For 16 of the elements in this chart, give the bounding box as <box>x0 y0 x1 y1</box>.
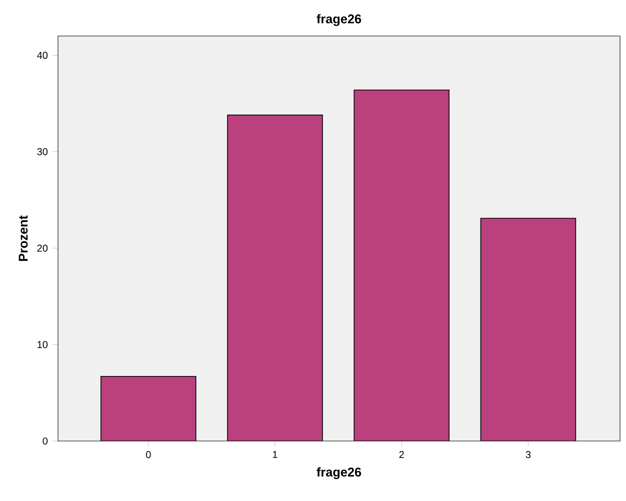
bar <box>228 115 322 441</box>
chart-title: frage26 <box>316 14 362 26</box>
x-tick-label: 3 <box>526 451 531 458</box>
x-tick-label: 1 <box>272 451 278 458</box>
x-tick-label: 0 <box>146 451 151 458</box>
bar <box>354 90 450 441</box>
y-tick-label: 30 <box>37 148 48 156</box>
y-axis-title: Prozent <box>18 215 28 261</box>
y-tick-label: 10 <box>38 341 48 348</box>
y-tick-label: 20 <box>37 244 48 252</box>
y-tick-label: 40 <box>37 52 48 59</box>
bar <box>100 376 196 441</box>
y-tick-label: 0 <box>42 437 48 445</box>
bar <box>480 218 576 441</box>
x-tick-label: 2 <box>399 451 404 458</box>
x-axis-title: frage26 <box>316 467 362 480</box>
